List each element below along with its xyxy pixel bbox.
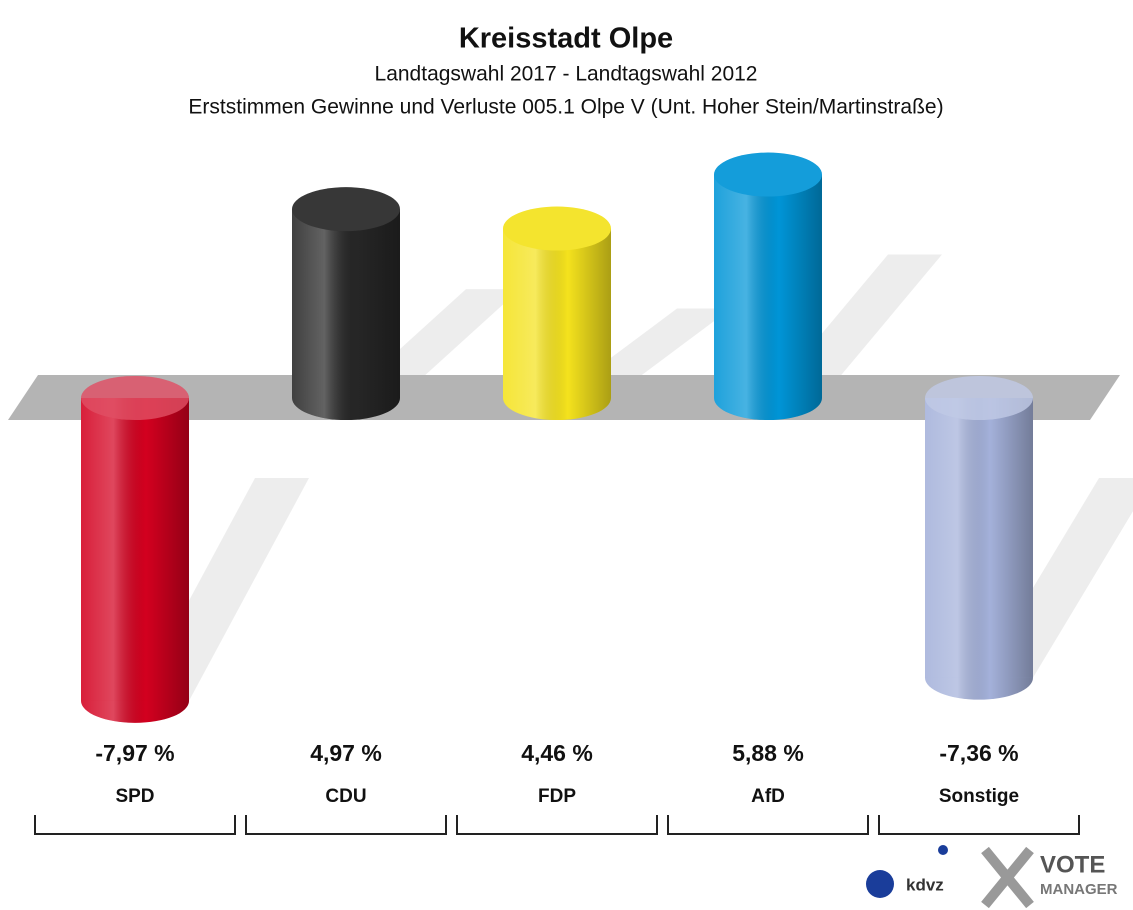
value-label: -7,36 % [939,740,1018,766]
bracket [34,815,236,835]
bracket [245,815,447,835]
x-tick-label: Sonstige [939,786,1019,807]
bars [81,152,1033,723]
logo-icon [866,870,894,898]
bar-shading [503,228,611,398]
logo-text: VOTE [1040,851,1105,878]
x-tick-label: AfD [751,786,785,807]
value-label: 4,97 % [310,740,382,766]
cylinder-cap [81,376,189,420]
cylinder-cap [503,206,611,251]
bracket [667,815,869,835]
x-tick-label: FDP [538,786,576,807]
cylinder-cap [925,376,1033,420]
logo: kdvz VOTE MANAGER [866,845,1118,909]
bar-shading [81,398,189,701]
cylinder-cap [292,187,400,232]
bracket [878,815,1080,835]
cylinder-cap [925,376,1033,420]
logo-text: MANAGER [1040,881,1118,898]
cylinder-cap [292,187,400,232]
value-label: -7,97 % [95,740,174,766]
logo-icon [938,845,948,855]
bar-shading [925,398,1033,678]
cylinder-cap [81,376,189,420]
logo-text: kdvz [906,875,944,894]
logo-icon [981,846,1034,909]
bar-shading [714,174,822,398]
chart-subtitle: Landtagswahl 2017 - Landtagswahl 2012 [375,63,758,86]
bar-shading [292,209,400,398]
chart-subtitle: Erststimmen Gewinne und Verluste 005.1 O… [188,96,943,119]
value-label: 5,88 % [732,740,804,766]
cylinder-cap [503,206,611,251]
chart-title: Kreisstadt Olpe [459,23,673,55]
x-tick-label: SPD [115,786,154,807]
cylinder-cap [714,152,822,197]
value-label: 4,46 % [521,740,593,766]
x-tick-label: CDU [325,786,366,807]
bracket [456,815,658,835]
cylinder-cap [714,152,822,197]
